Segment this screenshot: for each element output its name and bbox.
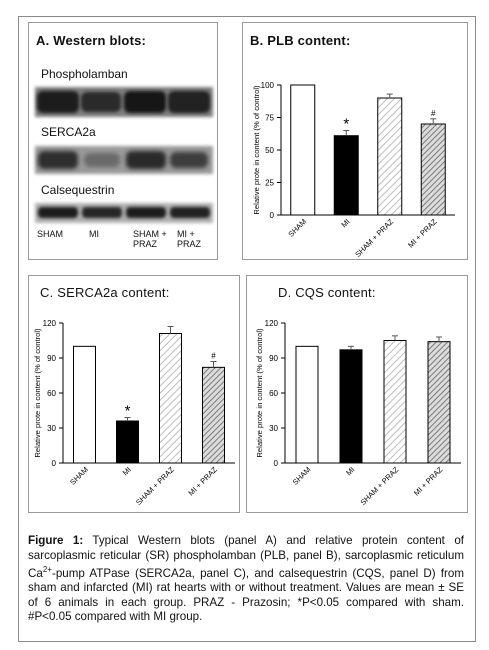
bar-sham-praz bbox=[383, 340, 407, 464]
bar-sham bbox=[73, 345, 96, 464]
y-tick-label: 25 bbox=[265, 179, 274, 188]
western-blot-images bbox=[35, 87, 213, 223]
blot-label-phospholamban: Phospholamban bbox=[41, 67, 128, 81]
x-tick-label: SHAM + PRAZ bbox=[353, 217, 395, 259]
x-tick-label: SHAM + PRAZ bbox=[359, 465, 401, 507]
y-tick-label: 0 bbox=[52, 459, 57, 468]
x-tick-label: SHAM bbox=[291, 465, 313, 487]
panel-d-title: D. CQS content: bbox=[278, 285, 376, 300]
significance-marker: # bbox=[431, 109, 436, 118]
calsequestrin-blot bbox=[35, 203, 213, 223]
bar-sham bbox=[290, 84, 316, 216]
blot-label-calsequestrin: Calsequestrin bbox=[41, 183, 115, 197]
blot-lane-mi: MI bbox=[89, 229, 99, 239]
caption-label: Figure 1: bbox=[28, 534, 84, 547]
bar-mi-praz bbox=[427, 341, 451, 464]
y-axis-label: Relative prote in content (% of control) bbox=[255, 328, 264, 458]
x-tick-label: MI bbox=[339, 217, 351, 229]
y-tick-label: 60 bbox=[269, 389, 278, 398]
blot-label-serca2a: SERCA2a bbox=[41, 125, 96, 139]
x-tick-label: SHAM + PRAZ bbox=[134, 465, 176, 507]
blot-lane-sham: SHAM bbox=[37, 229, 64, 239]
x-tick-label: SHAM bbox=[68, 465, 90, 487]
x-tick-label: MI bbox=[121, 465, 133, 477]
y-tick-label: 90 bbox=[47, 354, 56, 363]
caption-superscript: 2+ bbox=[42, 565, 52, 574]
phospholamban-blot bbox=[35, 87, 213, 117]
y-axis-label: Relative prote in content (% of control) bbox=[33, 328, 42, 458]
panel-c-serca2a-content: C. SERCA2a content: 0 30 60 90 120 Relative p… bbox=[28, 275, 240, 513]
y-tick-label: 90 bbox=[269, 354, 278, 363]
blot-lane-mi-praz: MI + PRAZ bbox=[177, 229, 202, 249]
bar-sham bbox=[295, 345, 319, 464]
panel-a-title: A. Western blots: bbox=[36, 33, 147, 48]
panel-a-western-blots: A. Western blots: Phospholamban SERCA2a … bbox=[28, 22, 218, 260]
bar-mi bbox=[116, 420, 139, 464]
y-tick-label: 75 bbox=[265, 114, 274, 123]
y-tick-label: 0 bbox=[270, 211, 275, 220]
caption-text-2: -pump ATPase (SERCA2a, panel C), and cal… bbox=[28, 566, 464, 624]
x-tick-label: MI + PRAZ bbox=[186, 465, 219, 498]
x-tick-label: SHAM bbox=[286, 217, 308, 239]
y-axis-label: Relative prote in content (% of control) bbox=[252, 85, 261, 215]
x-tick-label: MI + PRAZ bbox=[406, 217, 439, 250]
significance-marker: * bbox=[343, 116, 349, 133]
serca2a-blot bbox=[35, 146, 213, 174]
y-tick-label: 30 bbox=[47, 424, 56, 433]
panel-b-title: B. PLB content: bbox=[250, 33, 351, 48]
bar-mi-praz bbox=[202, 366, 225, 464]
x-tick-label: MI + PRAZ bbox=[412, 465, 445, 498]
y-tick-label: 100 bbox=[261, 81, 275, 90]
panel-d-cqs-content: D. CQS content: 0 30 60 90 120 Relative prote… bbox=[246, 275, 468, 513]
y-tick-label: 30 bbox=[269, 424, 278, 433]
caption-text-1: Typical Western blots (panel A) and rela… bbox=[28, 534, 464, 580]
panel-b-plb-content: B. PLB content: 0 25 50 75 100 Relative prote… bbox=[242, 22, 468, 260]
x-tick-label: MI bbox=[344, 465, 356, 477]
bar-mi-praz bbox=[420, 123, 446, 216]
bar-sham-praz bbox=[159, 333, 182, 464]
y-tick-label: 0 bbox=[274, 459, 279, 468]
panel-c-title: C. SERCA2a content: bbox=[40, 285, 170, 300]
significance-marker: * bbox=[125, 403, 131, 420]
bar-mi bbox=[333, 135, 359, 216]
bar-mi bbox=[339, 349, 363, 464]
y-tick-label: 120 bbox=[265, 319, 279, 328]
y-tick-label: 50 bbox=[265, 146, 274, 155]
significance-marker: # bbox=[211, 352, 216, 361]
blot-lane-sham-praz: SHAM + PRAZ bbox=[133, 229, 167, 249]
y-tick-label: 60 bbox=[47, 389, 56, 398]
figure-frame bbox=[18, 16, 476, 642]
figure-caption: Figure 1: Typical Western blots (panel A… bbox=[28, 534, 464, 625]
bar-sham-praz bbox=[377, 97, 403, 216]
y-tick-label: 120 bbox=[43, 319, 57, 328]
